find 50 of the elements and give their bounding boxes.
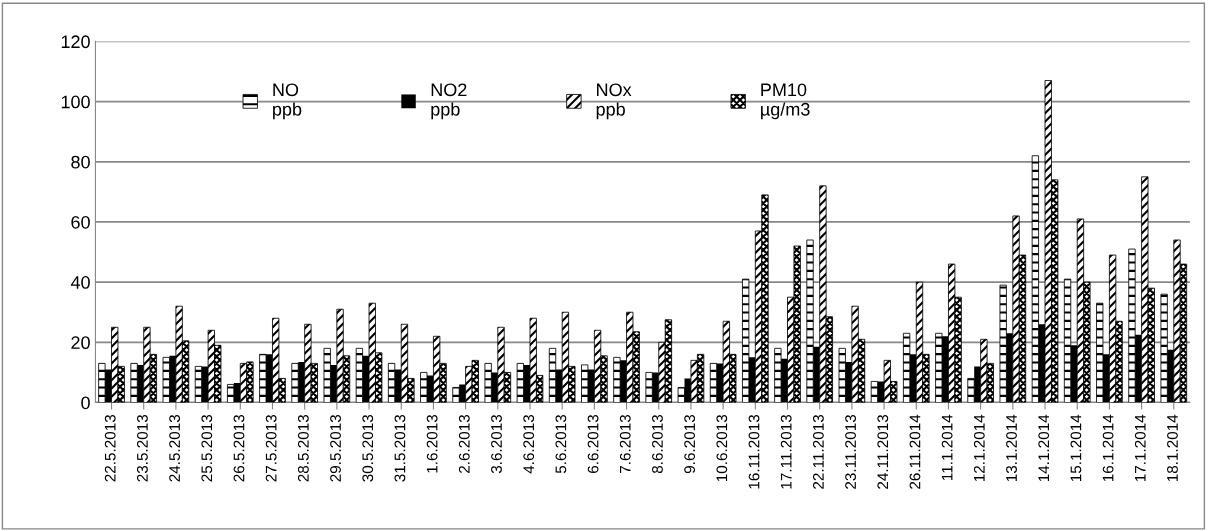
x-tick-label: 11.1.2014 bbox=[941, 414, 953, 480]
x-tick-label: 14.1.2014 bbox=[1038, 414, 1050, 482]
x-tick-label: 17.11.2013 bbox=[780, 414, 792, 489]
x-tick-label: 27.5.2013 bbox=[265, 414, 277, 482]
x-tick-label: 7.6.2013 bbox=[619, 414, 631, 473]
x-tick-label: 26.5.2013 bbox=[233, 414, 245, 482]
x-tick-label: 30.5.2013 bbox=[362, 414, 374, 482]
x-tick-label: 13.1.2014 bbox=[1006, 414, 1017, 482]
x-tick-label: 24.5.2013 bbox=[169, 414, 181, 482]
x-tick-label: 17.1.2014 bbox=[1134, 414, 1146, 482]
x-tick-label: 16.11.2013 bbox=[748, 414, 760, 489]
x-tick-label: 25.5.2013 bbox=[201, 414, 213, 482]
x-tick-label: 12.1.2014 bbox=[973, 414, 985, 482]
x-tick-label: 15.1.2014 bbox=[1070, 414, 1082, 482]
bar bbox=[709, 362, 718, 403]
x-tick-label: 23.5.2013 bbox=[137, 414, 148, 482]
x-tick-label: 23.11.2013 bbox=[845, 414, 856, 489]
x-tick-label: 4.6.2013 bbox=[523, 414, 535, 474]
x-tick-label: 16.1.2014 bbox=[1102, 414, 1114, 482]
x-tick-label: 31.5.2013 bbox=[394, 414, 406, 482]
legend-label: NOx ppb bbox=[596, 83, 632, 120]
x-tick-label: 9.6.2013 bbox=[684, 414, 696, 474]
x-tick-label: 1.6.2013 bbox=[426, 414, 438, 473]
bar bbox=[355, 347, 364, 403]
x-tick-label: 2.6.2013 bbox=[458, 414, 470, 473]
y-tick-label: 80 bbox=[71, 155, 90, 169]
x-tick-label: 24.11.2013 bbox=[877, 414, 889, 489]
x-tick-label: 10.6.2013 bbox=[716, 414, 728, 482]
legend-label: NO ppb bbox=[273, 83, 302, 120]
x-tick-label: 22.5.2013 bbox=[104, 414, 116, 482]
x-tick-label: 22.11.2013 bbox=[812, 414, 824, 489]
legend-label: PM10 µg/m3 bbox=[761, 83, 810, 120]
x-tick-label: 26.11.2014 bbox=[909, 414, 921, 489]
x-tick-label: 6.6.2013 bbox=[587, 414, 599, 473]
x-tick-label: 29.5.2013 bbox=[330, 414, 341, 482]
y-tick-label: 100 bbox=[61, 95, 90, 109]
y-tick-label: 40 bbox=[70, 276, 90, 289]
x-tick-label: 8.6.2013 bbox=[652, 414, 663, 474]
bar bbox=[1031, 155, 1040, 403]
legend-label: NO2 ppb bbox=[431, 83, 467, 120]
x-tick-label: 3.6.2013 bbox=[491, 414, 502, 474]
y-tick-label: 0 bbox=[81, 396, 90, 410]
bar bbox=[870, 381, 879, 403]
y-tick-label: 60 bbox=[71, 215, 90, 229]
x-tick-label: 5.6.2013 bbox=[555, 414, 567, 474]
x-tick-label: 28.5.2013 bbox=[297, 414, 309, 482]
bar bbox=[194, 365, 203, 403]
y-tick-label: 20 bbox=[71, 336, 90, 350]
y-tick-label: 120 bbox=[61, 35, 90, 49]
x-tick-label: 18.1.2014 bbox=[1167, 414, 1178, 482]
